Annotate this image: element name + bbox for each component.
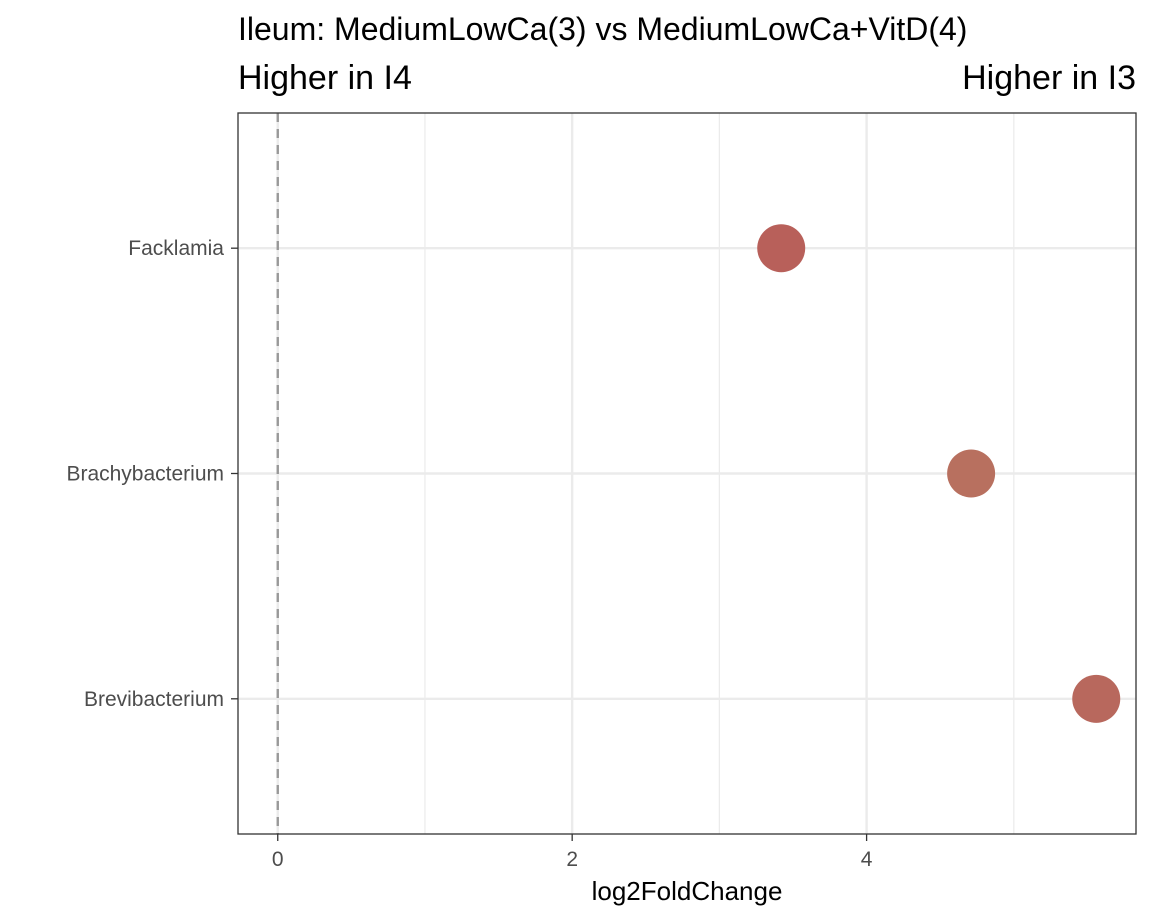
x-axis: 0 2 4 xyxy=(272,834,873,871)
data-points xyxy=(757,224,1121,723)
y-axis: Facklamia Brachybacterium Brevibacterium xyxy=(66,237,238,711)
x-tick-label: 0 xyxy=(272,848,284,871)
data-point xyxy=(1072,674,1121,723)
data-point xyxy=(757,224,806,273)
x-tick-label: 2 xyxy=(566,848,578,871)
y-tick-label: Brevibacterium xyxy=(84,688,224,711)
y-tick-label: Facklamia xyxy=(128,237,224,260)
chart-title: Ileum: MediumLowCa(3) vs MediumLowCa+Vit… xyxy=(238,11,967,47)
data-point xyxy=(947,449,996,498)
subtitle-left: Higher in I4 xyxy=(238,59,412,97)
x-tick-label: 4 xyxy=(861,848,873,871)
x-axis-title: log2FoldChange xyxy=(592,876,783,906)
subtitle-right: Higher in I3 xyxy=(962,59,1136,97)
y-tick-label: Brachybacterium xyxy=(66,463,224,486)
